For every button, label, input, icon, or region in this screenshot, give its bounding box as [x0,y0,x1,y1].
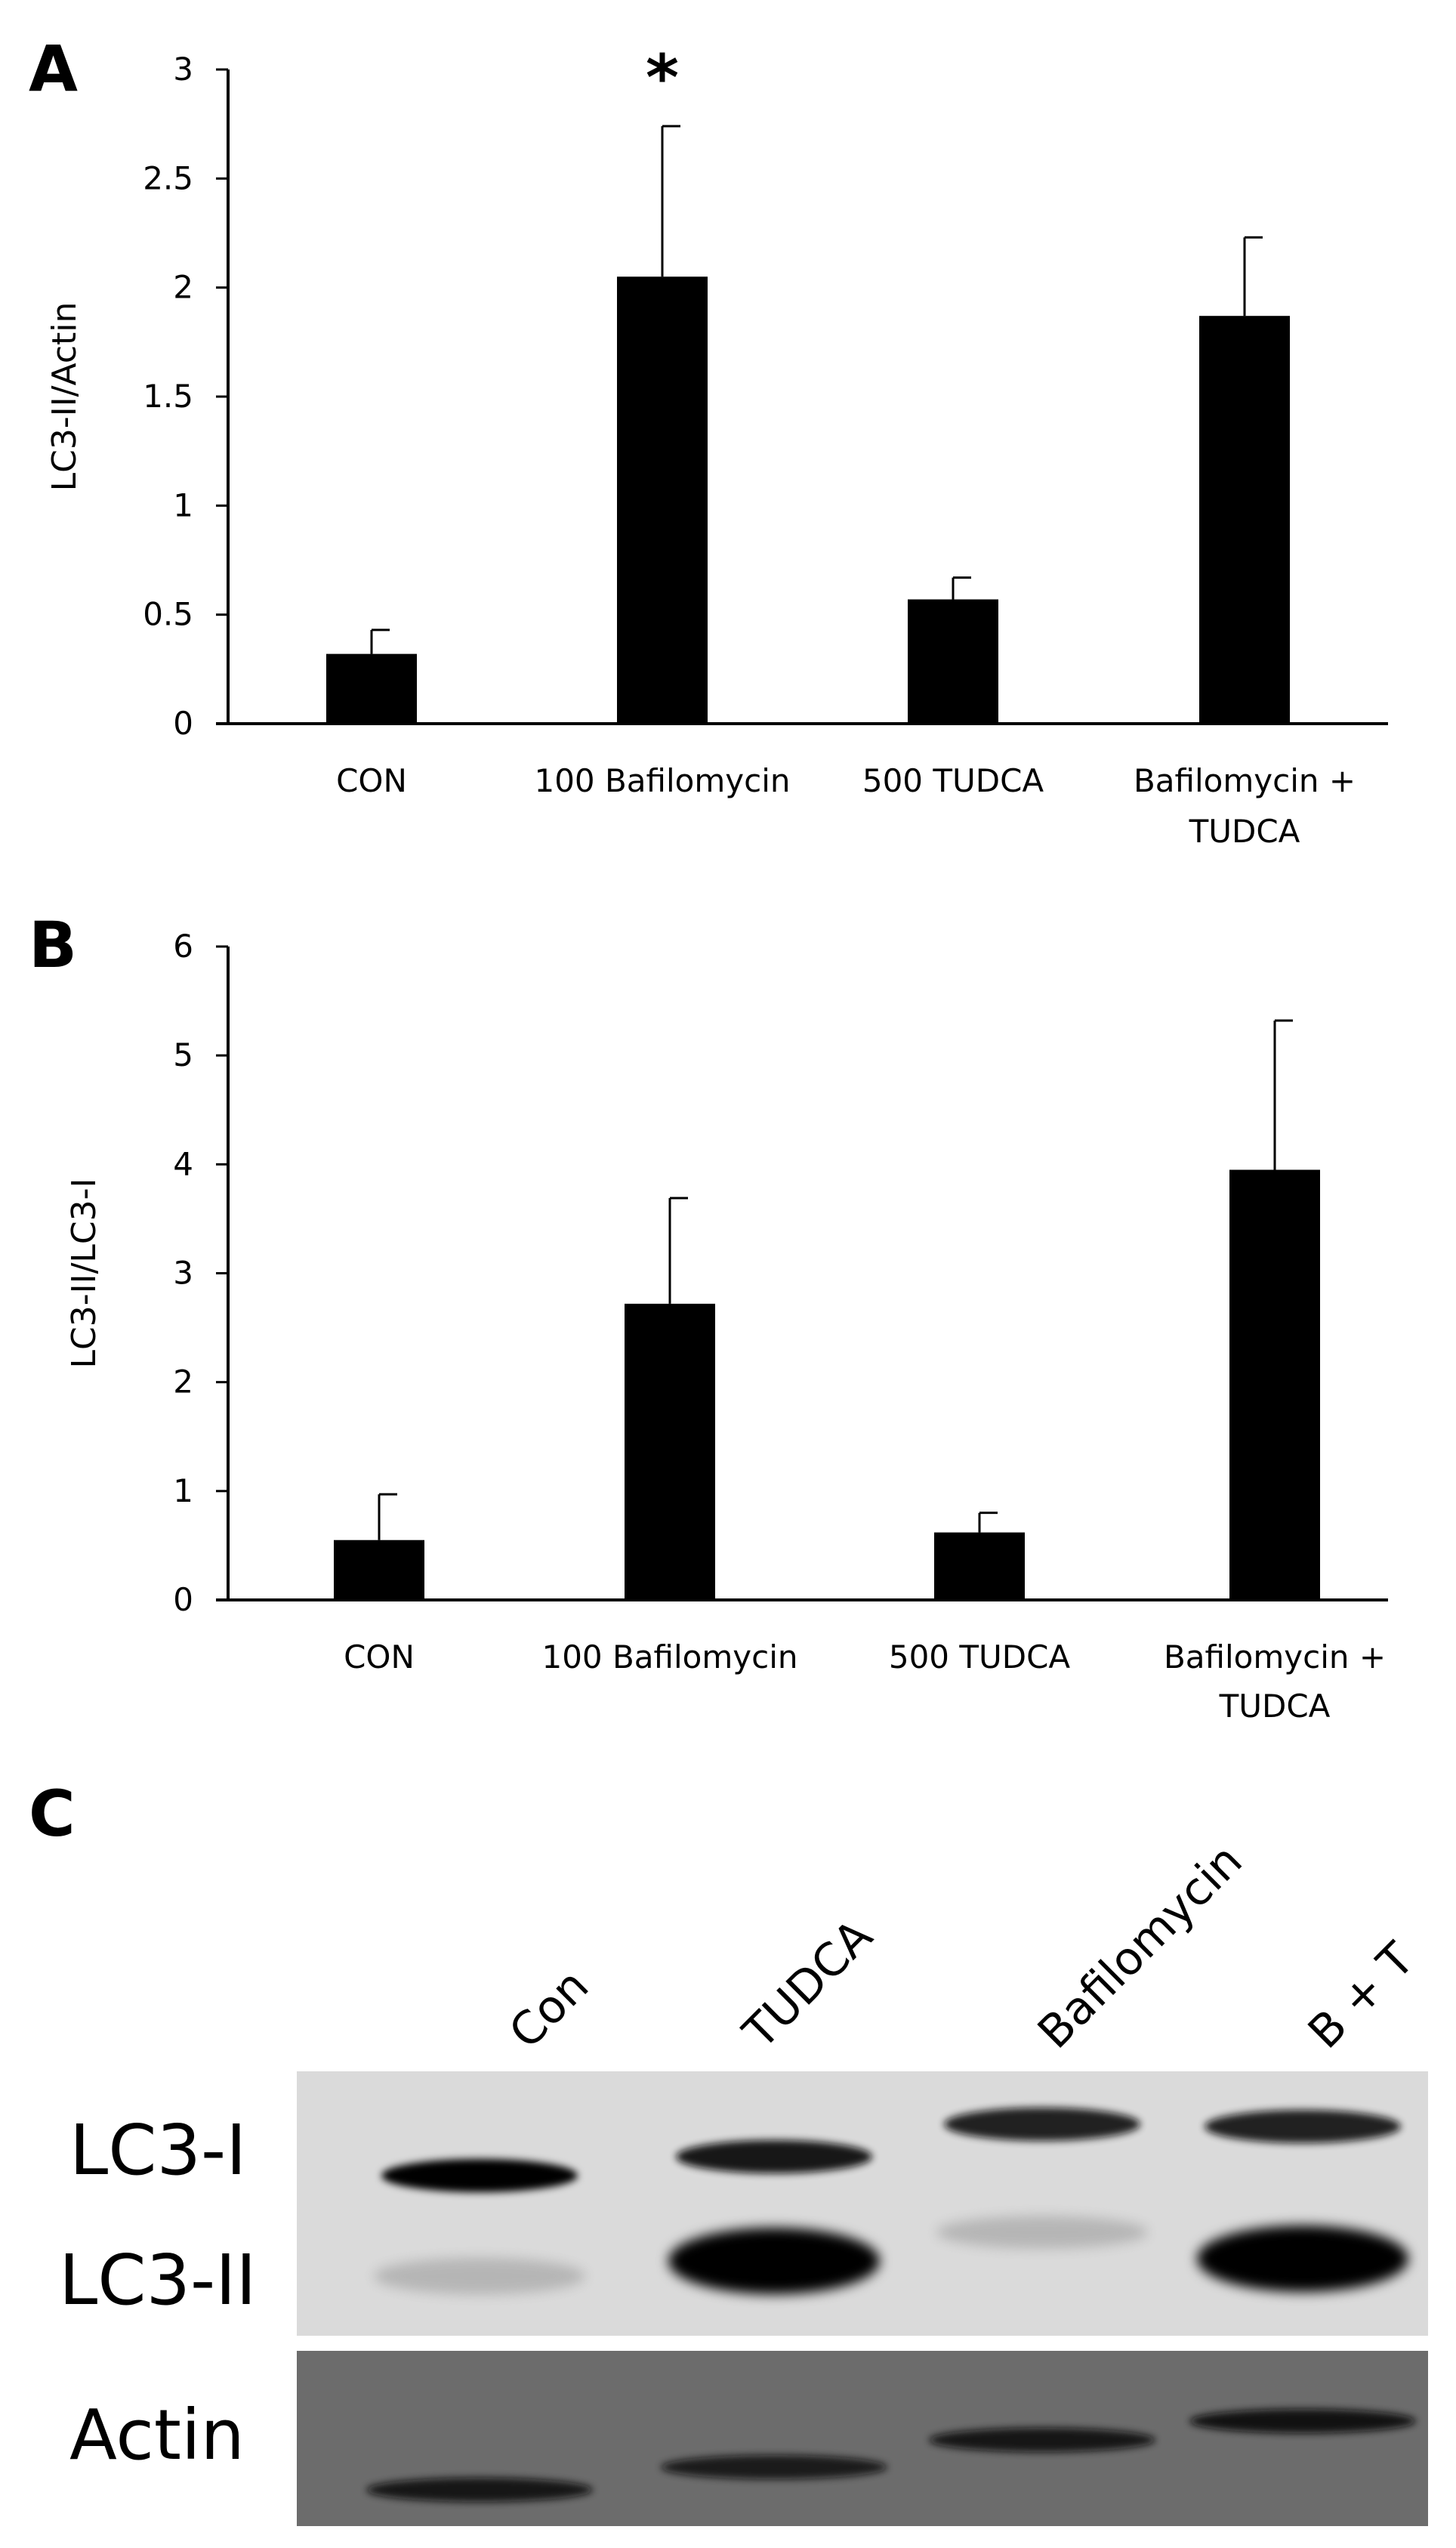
panel-label-c: C [29,1777,76,1851]
y-tick-label: 1.5 [143,378,193,415]
panel-label-a: A [29,32,78,106]
actin-band [1189,2409,1416,2433]
significance-marker: * [646,41,679,115]
y-axis-title: LC3-II/LC3-I [65,1178,103,1369]
y-tick-label: 3 [173,1255,193,1292]
bar [334,1540,424,1600]
bar [1229,1169,1320,1600]
y-axis-title: LC3-II/Actin [45,302,84,492]
category-label: 100 Bafilomycin [534,762,790,799]
y-tick-label: 0 [173,1581,193,1618]
lc3-i-band [944,2108,1140,2141]
category-label: 500 TUDCA [862,762,1044,799]
category-label: CON [336,762,407,799]
y-tick-label: 2.5 [143,159,193,196]
row-label-lc3-ii: LC3-II [59,2240,257,2321]
actin-band [929,2428,1155,2452]
y-tick-label: 2 [173,1364,193,1401]
lane-label-b-plus-t: B + T [1298,1932,1424,2058]
y-tick-label: 6 [173,928,193,965]
y-tick-label: 2 [173,269,193,306]
category-label: TUDCA [1189,813,1300,850]
bar [934,1532,1025,1600]
bar [908,599,998,724]
blot-lane-labels: Con TUDCA Bafilomycin B + T [499,1834,1424,2059]
chart-a: 0 0.5 1 1.5 2 2.5 3 LC3-II/Actin CON * 100 Bafilom… [45,41,1388,850]
blot-bands [366,2108,1416,2502]
actin-band [366,2478,593,2502]
actin-band [661,2455,887,2479]
category-label: CON [344,1638,415,1676]
lc3-ii-band [668,2228,880,2294]
lc3-i-band [1205,2110,1401,2143]
blot-lc3-membrane [297,2071,1428,2336]
row-label-lc3-i: LC3-I [69,2110,246,2191]
bar [1199,316,1290,724]
lane-label-tudca: TUDCA [733,1910,882,2059]
panel-label-b: B [29,908,77,982]
category-label: 500 TUDCA [889,1638,1071,1676]
bar [625,1303,715,1600]
lc3-ii-band [374,2257,585,2295]
lc3-ii-band [1197,2225,1408,2292]
lc3-i-band [381,2159,578,2192]
category-label: Bafilomycin + [1134,762,1356,799]
y-tick-label: 5 [173,1036,193,1073]
y-tick-label: 3 [173,51,193,88]
category-label: TUDCA [1219,1688,1331,1725]
category-label: Bafilomycin + [1164,1638,1386,1676]
y-tick-label: 1 [173,486,193,523]
bar [617,276,708,724]
lane-label-con: Con [499,1960,599,2059]
lc3-ii-band [936,2216,1148,2249]
chart-b: 0 1 2 3 4 5 6 LC3-II/LC3-I CON 100 Bafilomycin 500… [65,928,1388,1725]
category-label: 100 Bafilomycin [541,1638,797,1676]
y-tick-label: 0.5 [143,596,193,633]
lc3-i-band [676,2140,872,2173]
y-tick-label: 4 [173,1145,193,1182]
y-tick-label: 1 [173,1472,193,1509]
row-label-actin: Actin [69,2395,245,2475]
y-tick-label: 0 [173,705,193,742]
lane-label-bafilomycin: Bafilomycin [1028,1834,1253,2059]
bar [326,653,417,724]
